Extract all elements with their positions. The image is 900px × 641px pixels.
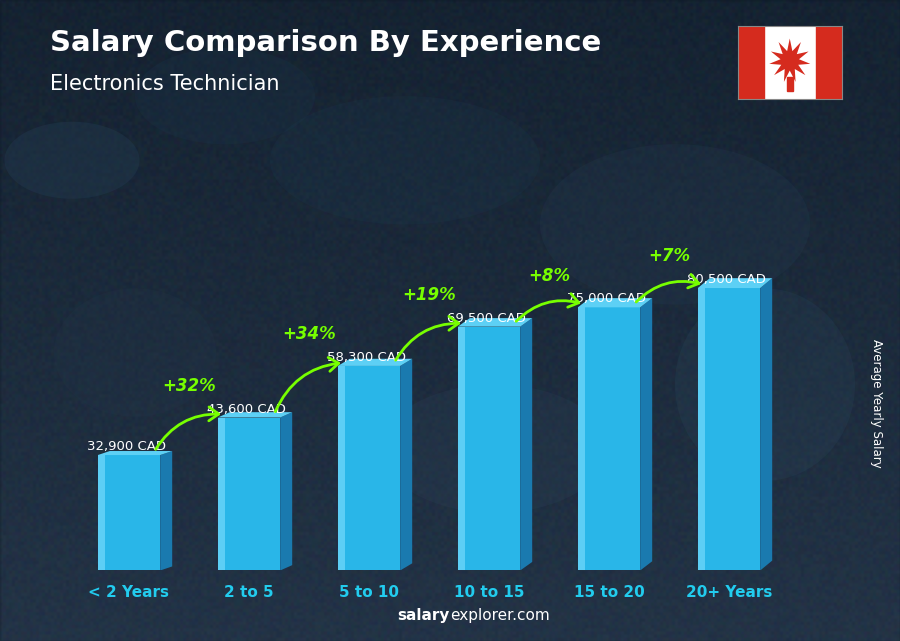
Text: 10 to 15: 10 to 15	[454, 585, 524, 601]
Bar	[578, 307, 585, 570]
Text: Salary Comparison By Experience: Salary Comparison By Experience	[50, 29, 601, 57]
Text: +8%: +8%	[528, 267, 570, 285]
Text: 58,300 CAD: 58,300 CAD	[327, 351, 406, 364]
Polygon shape	[698, 278, 772, 288]
Bar	[787, 77, 793, 91]
Text: +19%: +19%	[402, 286, 456, 304]
Ellipse shape	[135, 48, 315, 144]
Bar	[738, 26, 764, 99]
Text: Electronics Technician: Electronics Technician	[50, 74, 279, 94]
Bar	[218, 417, 280, 570]
Bar	[338, 366, 346, 570]
Text: 20+ Years: 20+ Years	[686, 585, 772, 601]
Bar	[698, 288, 760, 570]
Ellipse shape	[54, 288, 216, 417]
FancyArrowPatch shape	[156, 407, 219, 449]
Polygon shape	[218, 412, 292, 417]
Text: salary: salary	[398, 608, 450, 623]
Polygon shape	[400, 359, 412, 570]
Polygon shape	[280, 412, 292, 570]
Bar	[98, 455, 105, 570]
Text: 75,000 CAD: 75,000 CAD	[567, 292, 646, 305]
Polygon shape	[338, 359, 412, 366]
Polygon shape	[160, 451, 172, 570]
Bar	[458, 327, 465, 570]
Text: 43,600 CAD: 43,600 CAD	[207, 403, 286, 415]
Text: +7%: +7%	[648, 247, 690, 265]
Polygon shape	[770, 38, 810, 82]
Text: +34%: +34%	[282, 325, 336, 344]
Bar	[458, 327, 520, 570]
Text: +32%: +32%	[162, 377, 216, 395]
Text: 32,900 CAD: 32,900 CAD	[87, 440, 166, 453]
Text: explorer.com: explorer.com	[450, 608, 550, 623]
Ellipse shape	[382, 385, 608, 513]
Bar	[578, 307, 640, 570]
Polygon shape	[640, 298, 652, 570]
Ellipse shape	[4, 122, 140, 199]
FancyArrowPatch shape	[396, 316, 459, 360]
FancyArrowPatch shape	[636, 274, 698, 302]
Bar	[338, 366, 400, 570]
Polygon shape	[98, 451, 172, 455]
Ellipse shape	[270, 96, 540, 224]
Polygon shape	[458, 318, 532, 327]
Bar	[815, 26, 842, 99]
Text: 2 to 5: 2 to 5	[224, 585, 274, 601]
Text: Average Yearly Salary: Average Yearly Salary	[870, 340, 883, 468]
Text: 15 to 20: 15 to 20	[573, 585, 644, 601]
Text: 80,500 CAD: 80,500 CAD	[688, 273, 766, 286]
Text: 5 to 10: 5 to 10	[339, 585, 399, 601]
Bar	[218, 417, 225, 570]
Ellipse shape	[540, 144, 810, 304]
Polygon shape	[578, 298, 652, 307]
Polygon shape	[520, 318, 532, 570]
FancyArrowPatch shape	[516, 294, 579, 321]
Ellipse shape	[675, 288, 855, 481]
Bar	[98, 455, 160, 570]
FancyArrowPatch shape	[275, 358, 338, 412]
Text: < 2 Years: < 2 Years	[88, 585, 169, 601]
Bar	[698, 288, 706, 570]
Text: 69,500 CAD: 69,500 CAD	[447, 312, 526, 324]
Polygon shape	[760, 278, 772, 570]
